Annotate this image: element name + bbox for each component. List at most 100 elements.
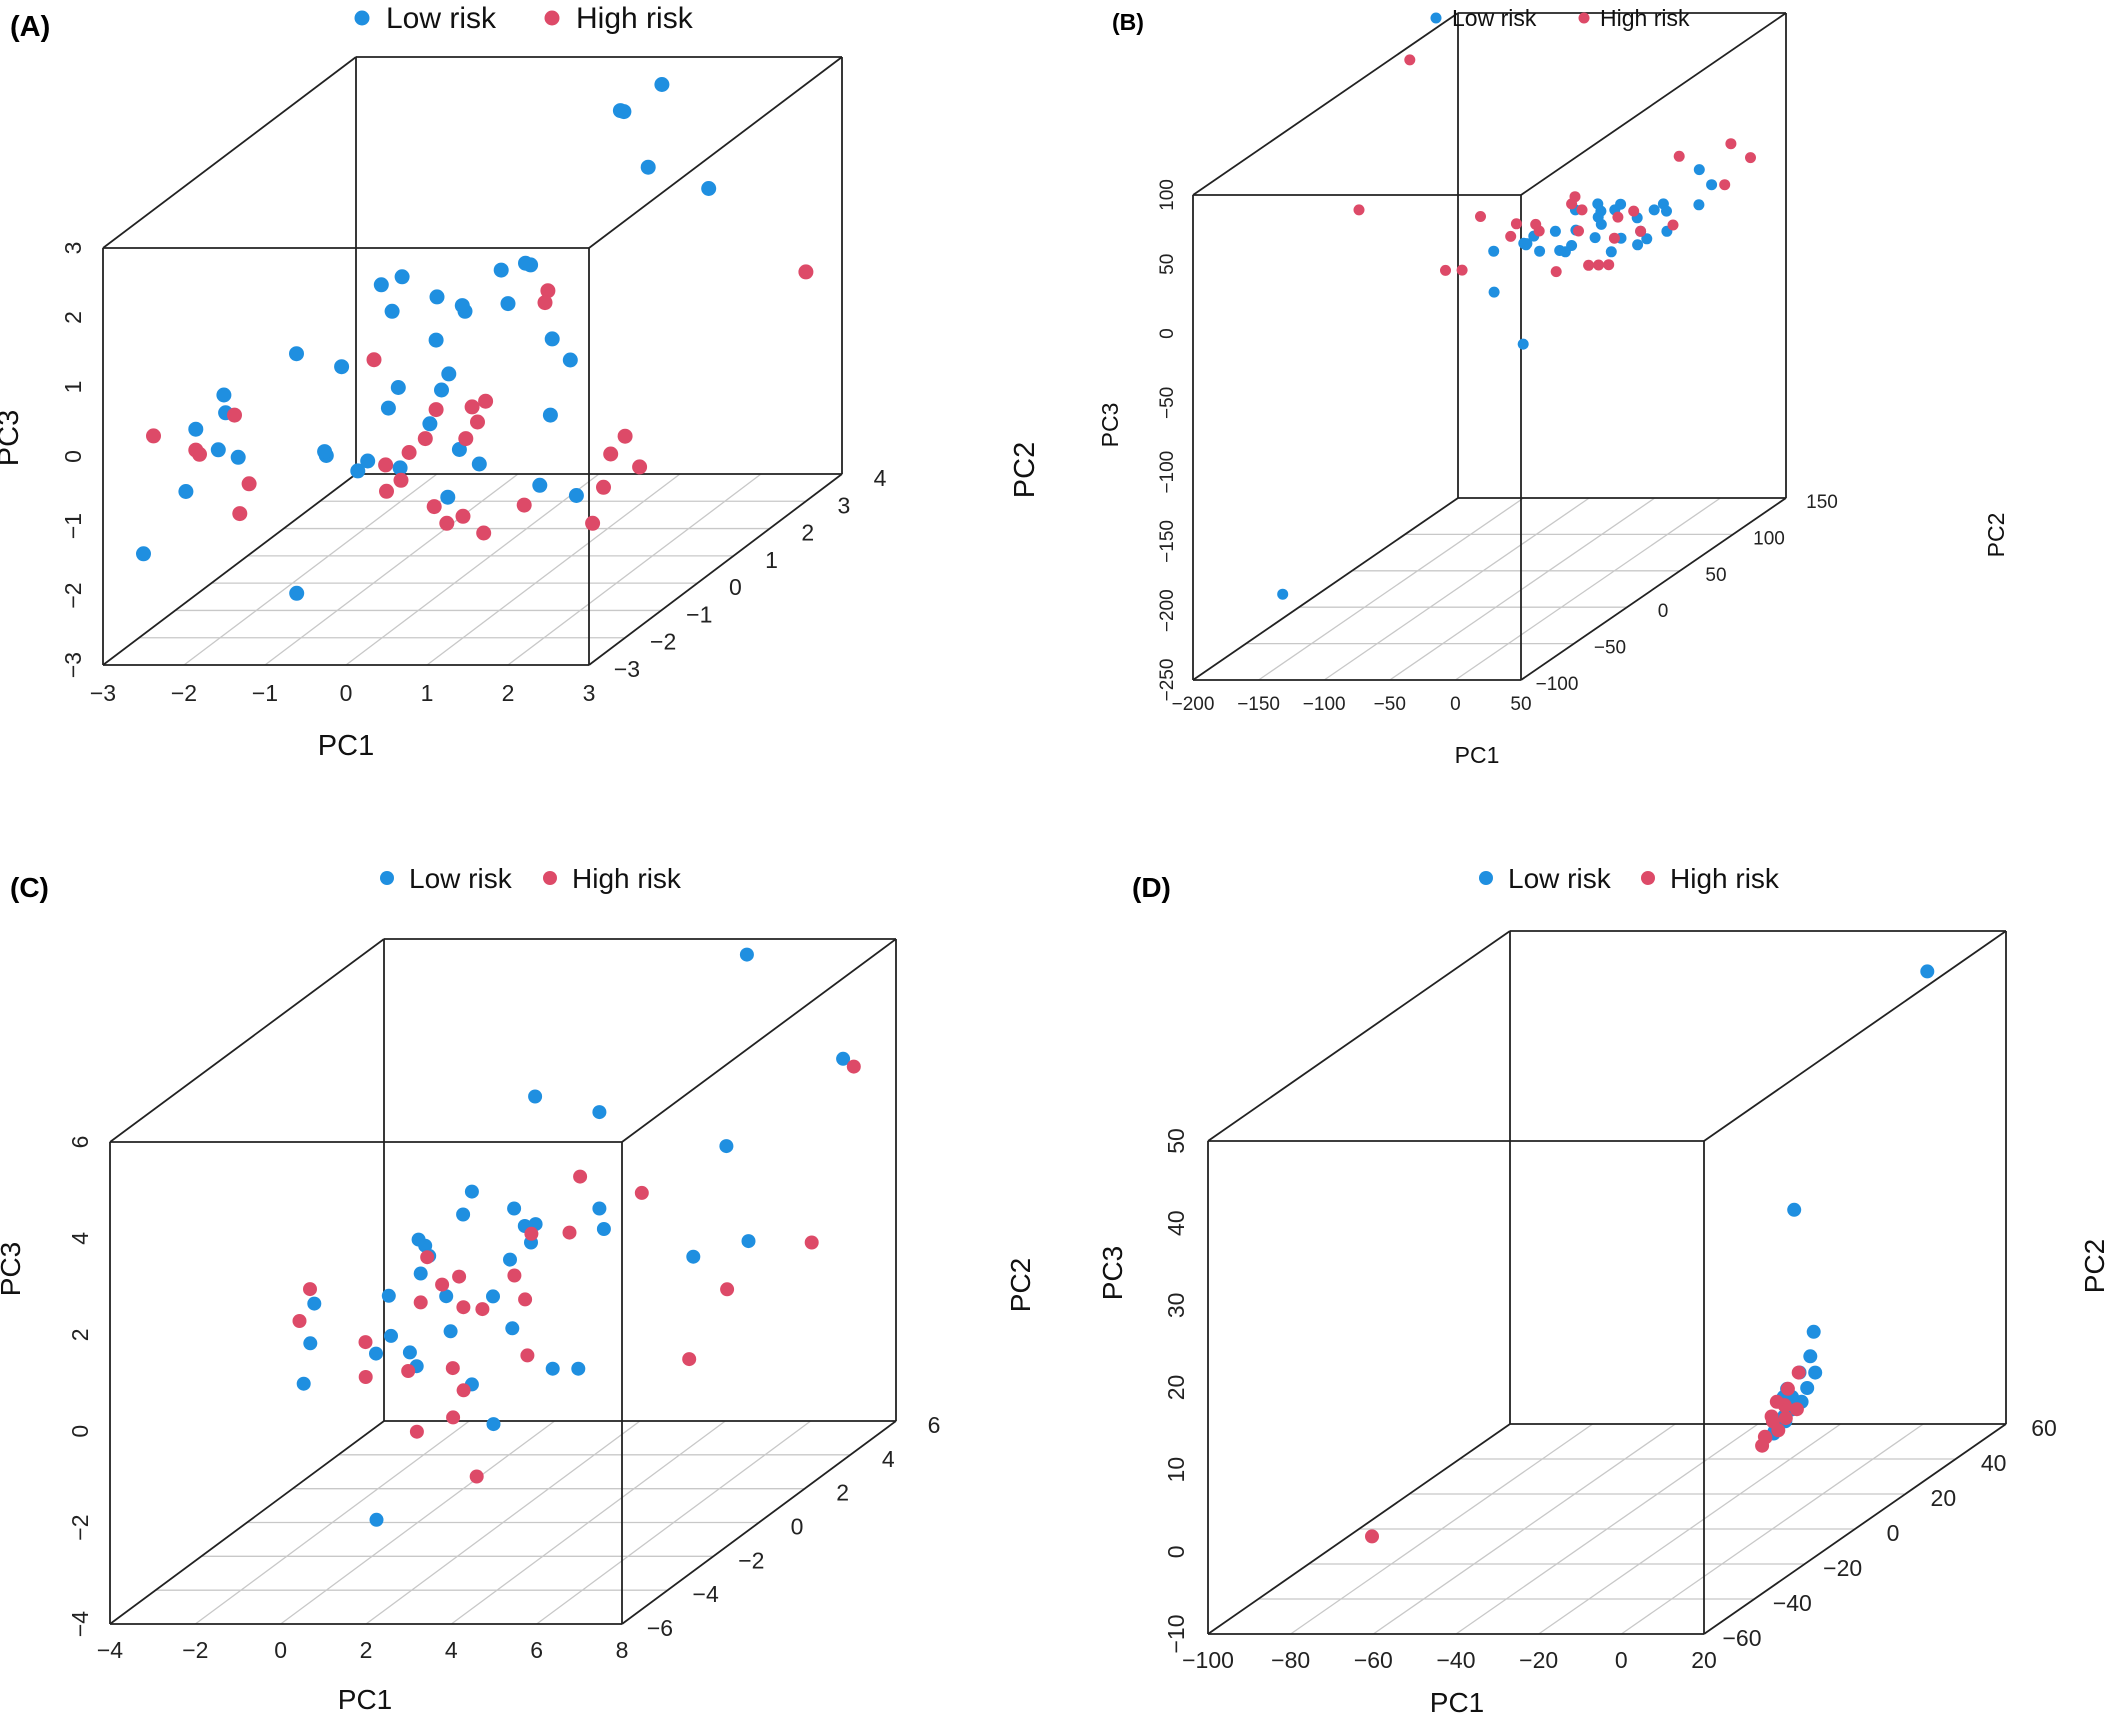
high-risk-point [476, 525, 492, 541]
high-risk-point [537, 295, 553, 311]
z-tick-label: 0 [1157, 328, 1178, 339]
low-risk-point [390, 380, 406, 395]
z-tick-label: 0 [1163, 1545, 1189, 1558]
high-risk-point [379, 483, 394, 499]
box-edge [621, 1420, 897, 1625]
chart-svg: −200 −150 −100 −50 0 50−100−50050100150−250−2… [1097, 5, 2009, 768]
high-risk-point [366, 352, 382, 368]
y-tick-label: 4 [882, 1446, 895, 1472]
grid-line [183, 473, 438, 666]
y-tick-label: −3 [614, 656, 640, 682]
z-tick-label: 3 [60, 242, 86, 255]
low-risk-point [369, 1512, 384, 1527]
high-risk-point [452, 1269, 467, 1284]
low-risk-point [1800, 1381, 1815, 1395]
high-risk-point [1505, 230, 1517, 242]
x-tick-label: 1 [421, 680, 434, 706]
x-tick-label: −80 [1271, 1647, 1310, 1673]
high-risk-point [393, 472, 409, 488]
high-risk-point [456, 1383, 471, 1398]
low-risk-point [1693, 164, 1705, 176]
y-axis-title: PC2 [1009, 442, 1041, 498]
low-risk-point [216, 387, 232, 403]
x-tick-label: 2 [502, 680, 515, 706]
high-risk-point [478, 393, 494, 409]
box-edge [102, 473, 357, 666]
high-risk-point [1745, 152, 1756, 164]
high-risk-point [1573, 225, 1584, 237]
y-tick-label: −2 [650, 629, 676, 655]
high-risk-point [596, 479, 611, 495]
data-points [1277, 54, 1756, 600]
z-axis-title: PC3 [1097, 1246, 1128, 1300]
low-risk-point [503, 1252, 517, 1267]
high-risk-point [1778, 1411, 1793, 1426]
high-risk-point [456, 1300, 471, 1315]
x-tick-label: −2 [171, 680, 197, 706]
z-tick-label: −100 [1157, 451, 1178, 494]
low-risk-point [545, 1361, 560, 1376]
x-tick-label: 0 [340, 680, 353, 706]
grid-line [345, 473, 600, 666]
legend-marker [1578, 12, 1590, 24]
y-tick-label: 150 [1806, 492, 1838, 513]
z-tick-label: −50 [1157, 387, 1178, 419]
low-risk-point [394, 269, 410, 285]
low-risk-point [402, 1345, 417, 1360]
low-risk-point [1605, 246, 1617, 258]
legend-label: Low risk [409, 863, 513, 894]
y-axis-title: PC2 [1005, 1258, 1036, 1312]
x-axis-title: PC1 [338, 1684, 392, 1715]
high-risk-point [632, 459, 648, 475]
low-risk-point [136, 546, 151, 562]
low-risk-point [464, 1184, 479, 1199]
low-risk-point [429, 289, 445, 305]
low-risk-point [1787, 1202, 1802, 1217]
high-risk-point [562, 1225, 577, 1240]
z-tick-label: −250 [1157, 659, 1178, 702]
legend-label: Low risk [386, 2, 497, 35]
x-tick-label: −200 [1172, 694, 1215, 715]
y-tick-label: 2 [801, 520, 814, 546]
panel-label: (A) [10, 11, 50, 43]
high-risk-point [1569, 191, 1581, 203]
chart-panel-a: −3 −2 −1 0 1 2 3 −3 −2 −1 0 1 2 3 4 −3 −2 −1 0 1 2 3 PC1 PC3 PC2… [0, 0, 1064, 861]
low-risk-point [1277, 588, 1289, 600]
bounding-box [1207, 930, 2007, 1635]
x-tick-label: −150 [1237, 694, 1280, 715]
x-axis-title: PC1 [1455, 742, 1500, 768]
high-risk-point [1440, 264, 1451, 276]
low-risk-point [303, 1336, 318, 1351]
x-axis-title: PC1 [318, 730, 374, 762]
z-tick-label: 0 [60, 450, 86, 463]
low-risk-point [434, 382, 449, 398]
legend-marker [380, 871, 394, 885]
x-tick-label: 20 [1691, 1647, 1717, 1673]
y-tick-label: 3 [837, 492, 850, 518]
z-tick-label: 0 [67, 1425, 93, 1438]
y-axis-title: PC2 [2079, 1239, 2110, 1293]
high-risk-point [358, 1335, 373, 1350]
y-tick-label: 4 [874, 465, 887, 491]
x-axis-title: PC1 [1430, 1687, 1484, 1718]
low-risk-point [289, 346, 304, 362]
box-edge [1703, 930, 2007, 1142]
high-risk-point [1353, 204, 1365, 216]
x-tick-label: −50 [1374, 694, 1406, 715]
low-risk-point [1554, 245, 1566, 256]
low-risk-point [596, 1222, 611, 1236]
legend: Low risk High risk [354, 2, 694, 35]
high-risk-point [720, 1282, 735, 1297]
box-edge [621, 938, 897, 1143]
high-risk-point [804, 1235, 819, 1250]
low-risk-point [440, 489, 456, 505]
low-risk-point [428, 332, 444, 348]
high-risk-point [1725, 138, 1737, 150]
low-risk-point [350, 463, 366, 479]
box-edge [1192, 497, 1459, 681]
low-risk-point [1595, 205, 1607, 217]
tick-labels: −100 −80 −60 −40 −20 0 20−60−40−200204060−1001… [1163, 1128, 2057, 1673]
tick-labels: −200 −150 −100 −50 0 50−100−50050100150−250−2… [1157, 179, 1838, 715]
z-tick-label: 30 [1163, 1293, 1189, 1319]
